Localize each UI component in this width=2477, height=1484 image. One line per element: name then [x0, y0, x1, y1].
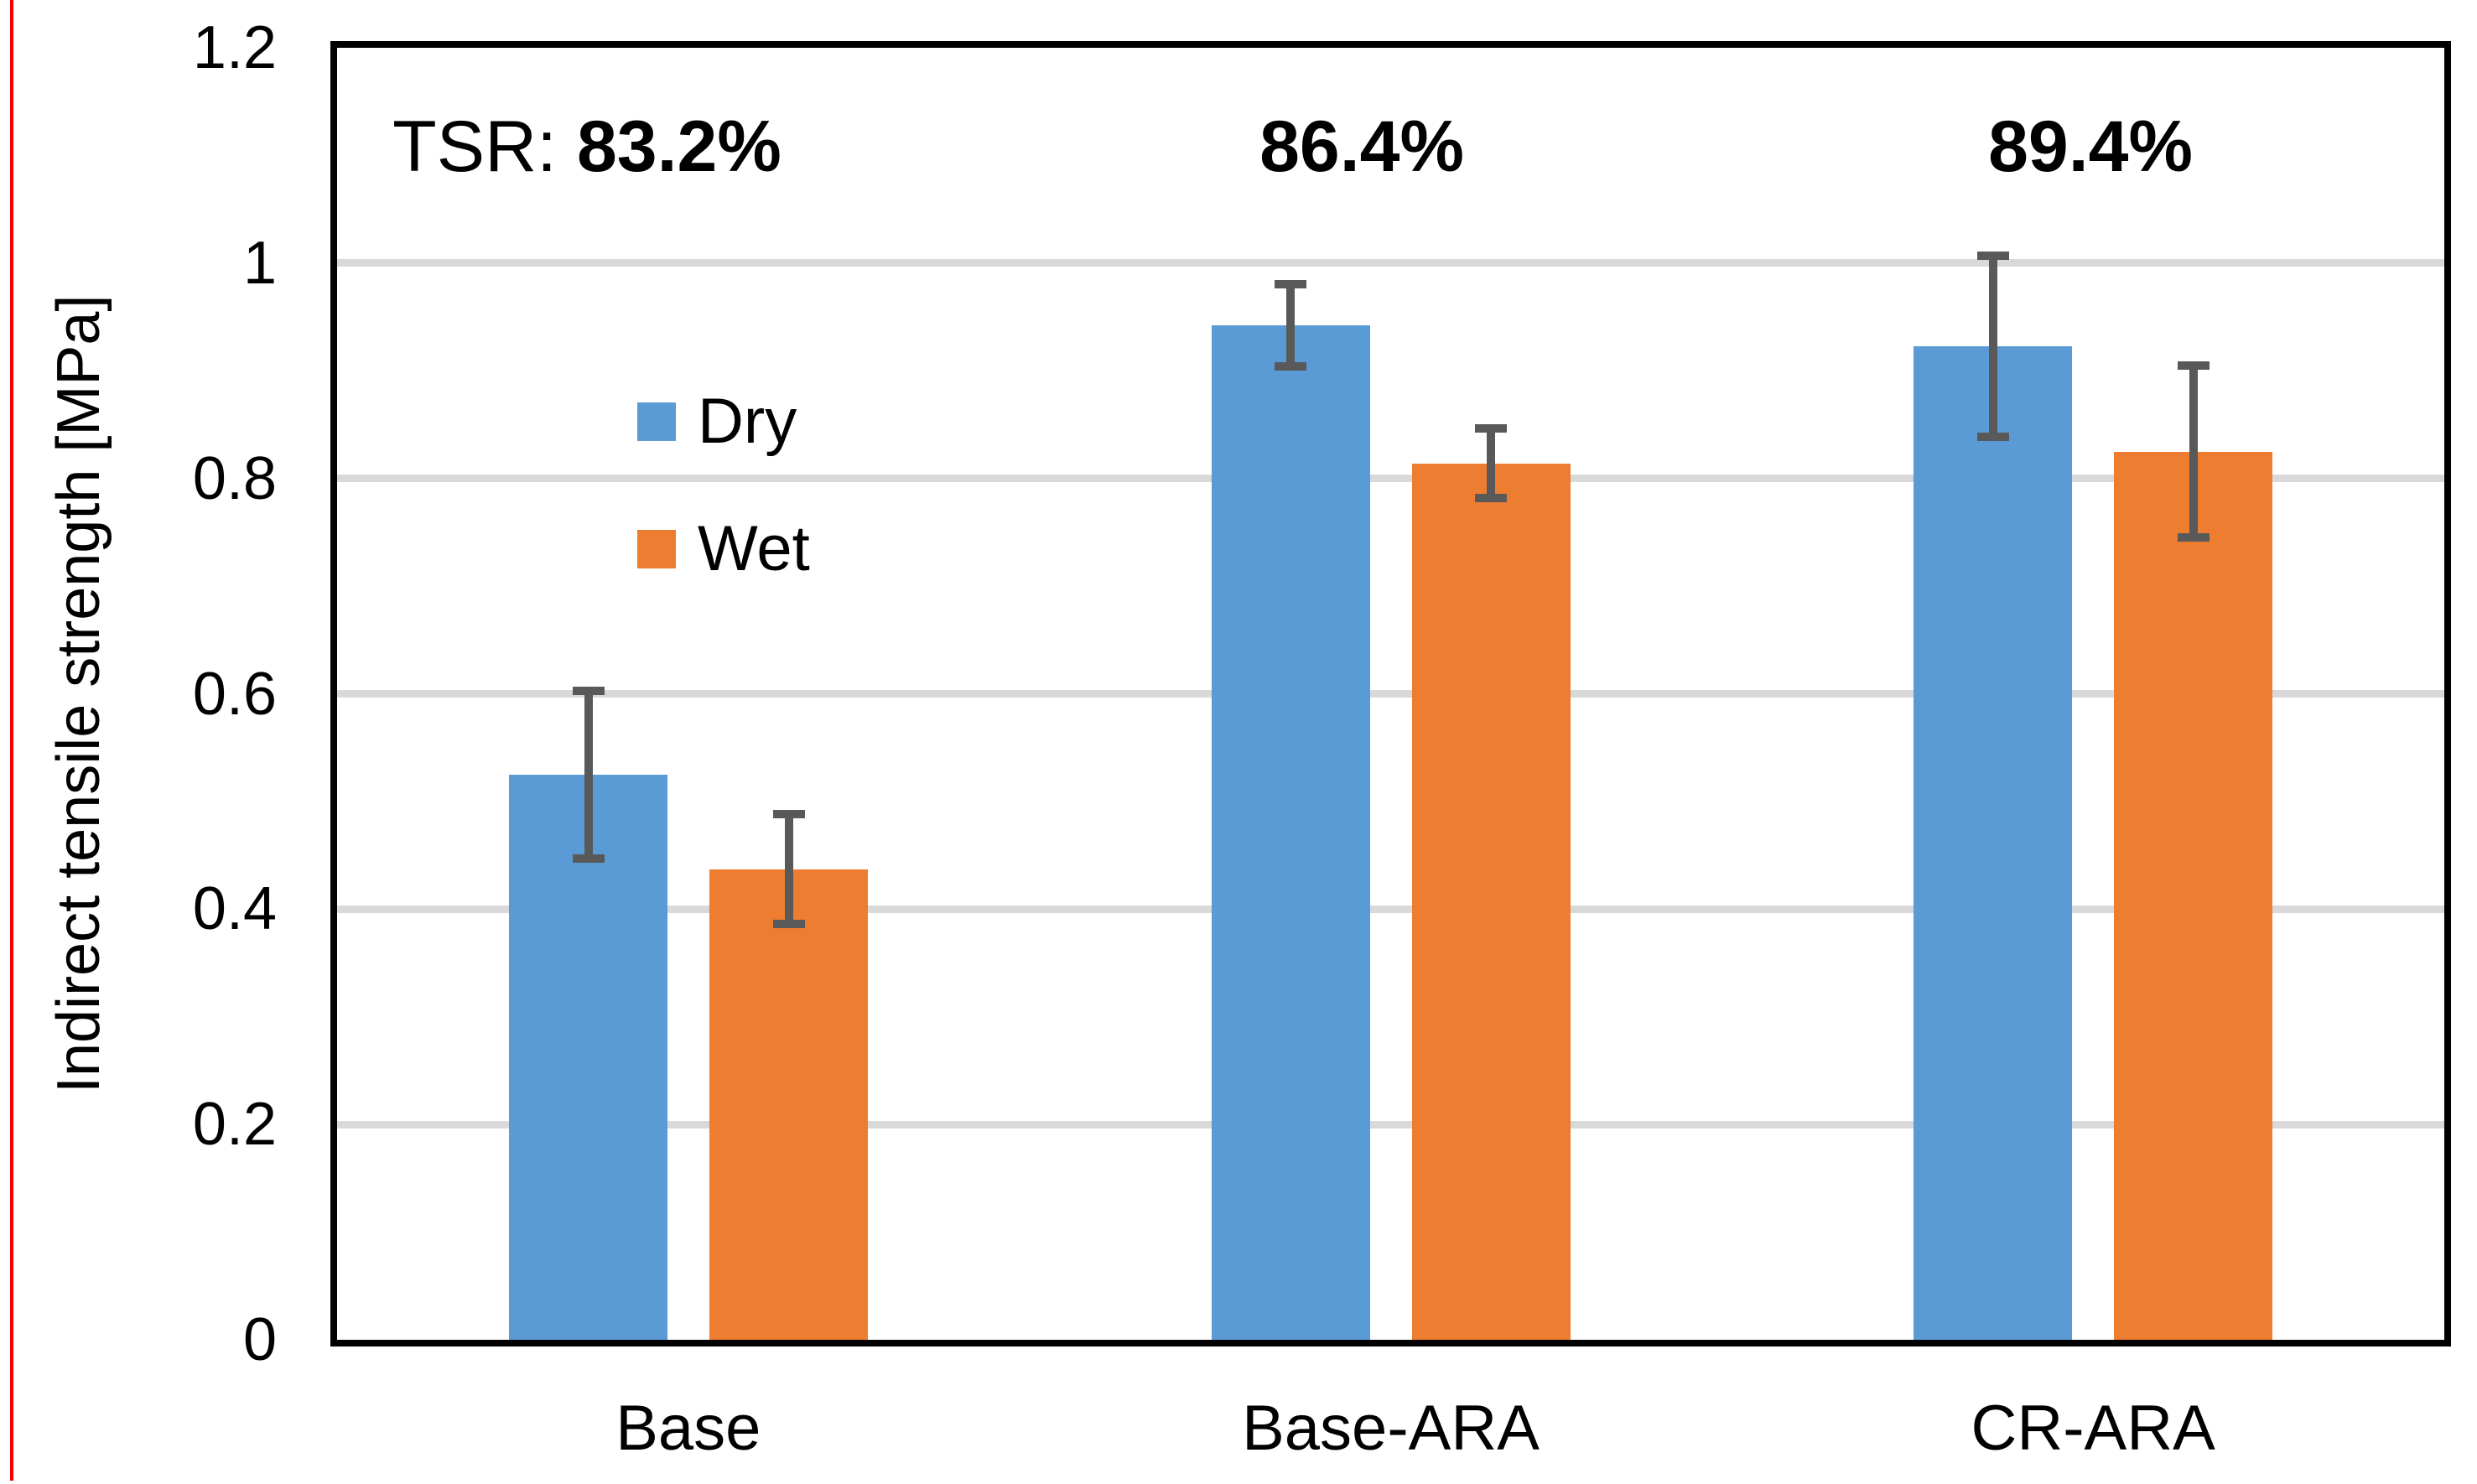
error-bar-dry-cr-ara-cap-bottom [1976, 432, 2009, 441]
error-bar-wet-base-ara-cap-bottom [1475, 493, 1508, 502]
horizontal-gridline [337, 690, 2444, 698]
error-bar-wet-base-cap-top [772, 810, 805, 819]
error-bar-wet-cr-ara-cap-top [2177, 361, 2210, 370]
horizontal-gridline [337, 259, 2444, 267]
tsr-annotation-base: TSR: 83.2% [392, 106, 782, 187]
legend-entry-wet: Wet [637, 514, 810, 584]
error-bar-dry-cr-ara-cap-top [1976, 251, 2009, 260]
tsr-annotation-base-ara: 86.4% [1259, 106, 1464, 187]
error-bar-dry-cr-ara-whisker [1988, 251, 1997, 441]
legend-swatch-wet-icon [637, 530, 676, 568]
bar-wet-cr-ara [2114, 451, 2273, 1340]
bar-dry-cr-ara [1914, 345, 2073, 1340]
tsr-prefix-label: TSR: [392, 106, 577, 187]
error-bar-dry-base-ara-cap-top [1275, 280, 1307, 289]
y-tick-label-0-2: 0.2 [192, 1091, 277, 1159]
error-bar-dry-base-ara-whisker [1286, 280, 1296, 371]
error-bar-wet-cr-ara-whisker [2189, 361, 2198, 542]
category-label-base-ara: Base-ARA [1242, 1393, 1540, 1464]
category-label-cr-ara: CR-ARA [1971, 1393, 2215, 1464]
error-bar-dry-base-whisker [584, 686, 593, 864]
tsr-value: 86.4% [1259, 106, 1464, 187]
tsr-annotation-cr-ara: 89.4% [1988, 106, 2193, 187]
bar-wet-base-ara [1411, 463, 1571, 1340]
error-bar-wet-cr-ara-cap-bottom [2177, 533, 2210, 542]
error-bar-dry-base-cap-bottom [572, 854, 605, 864]
error-bar-wet-base-ara-cap-top [1475, 424, 1508, 433]
tsr-value: 83.2% [576, 106, 782, 187]
horizontal-gridline [337, 475, 2444, 483]
bar-dry-base [509, 774, 667, 1340]
y-tick-label-1: 1 [242, 229, 277, 297]
y-tick-label-0-8: 0.8 [192, 444, 277, 512]
legend-label-dry: Dry [698, 386, 797, 457]
legend-swatch-dry-icon [637, 402, 676, 441]
legend-label-wet: Wet [698, 513, 810, 584]
error-bar-dry-base-ara-cap-bottom [1275, 362, 1307, 371]
plot-area: Dry Wet TSR: 83.2% 86.4% 89.4% [330, 41, 2451, 1346]
category-label-base: Base [615, 1393, 761, 1464]
horizontal-gridline [337, 905, 2444, 913]
horizontal-gridline [337, 1120, 2444, 1129]
error-bar-dry-base-cap-top [572, 686, 605, 695]
tsr-value: 89.4% [1988, 106, 2193, 187]
bar-dry-base-ara [1211, 325, 1370, 1340]
bar-wet-base [709, 869, 868, 1340]
page-left-red-line [10, 0, 13, 1481]
y-tick-label-0: 0 [242, 1306, 277, 1373]
y-tick-label-0-6: 0.6 [192, 660, 277, 728]
y-tick-label-0-4: 0.4 [192, 875, 277, 943]
y-tick-label-1-2: 1.2 [192, 14, 277, 81]
error-bar-wet-base-whisker [784, 810, 793, 929]
error-bar-wet-base-ara-whisker [1487, 424, 1496, 502]
legend-entry-dry: Dry [637, 387, 797, 457]
error-bar-wet-base-cap-bottom [772, 920, 805, 929]
